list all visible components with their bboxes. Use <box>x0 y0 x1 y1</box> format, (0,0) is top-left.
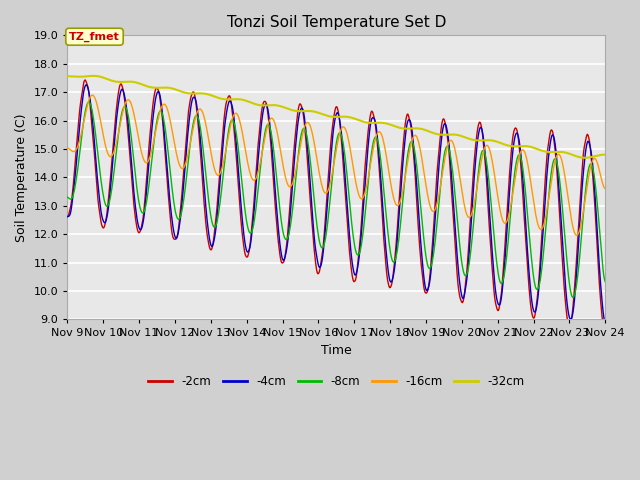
Y-axis label: Soil Temperature (C): Soil Temperature (C) <box>15 113 28 241</box>
X-axis label: Time: Time <box>321 344 351 357</box>
Legend: -2cm, -4cm, -8cm, -16cm, -32cm: -2cm, -4cm, -8cm, -16cm, -32cm <box>143 371 529 393</box>
Text: TZ_fmet: TZ_fmet <box>69 32 120 42</box>
Title: Tonzi Soil Temperature Set D: Tonzi Soil Temperature Set D <box>227 15 446 30</box>
